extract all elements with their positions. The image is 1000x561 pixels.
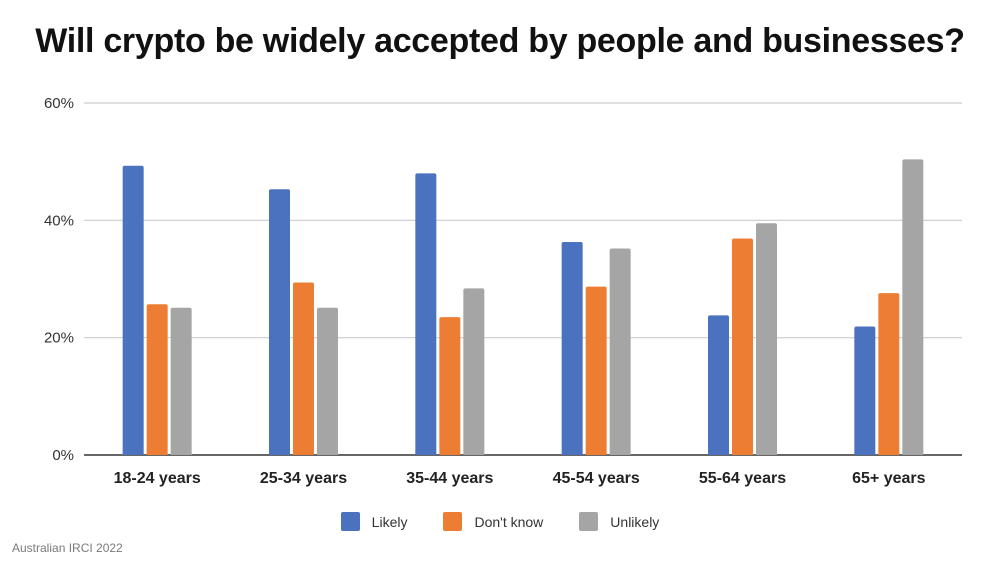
legend-label: Likely (371, 513, 408, 530)
bar-unlikely-1 (317, 307, 338, 455)
bar-unlikely-3 (609, 248, 631, 455)
x-tick-label: 25-34 years (260, 470, 347, 487)
bar-likely-4 (708, 315, 729, 455)
source-note: Australian IRCI 2022 (12, 541, 123, 555)
bar-likely-1 (269, 189, 290, 456)
legend: Likely Don't know Unlikely (0, 512, 1000, 531)
legend-swatch (340, 512, 360, 531)
legend-swatch (443, 512, 463, 531)
y-tick-label: 20% (44, 330, 74, 347)
bar-don-t-know-3 (585, 286, 607, 455)
y-tick-label: 40% (44, 212, 74, 229)
x-tick-label: 45-54 years (553, 470, 640, 487)
x-axis-tick-labels: 18-24 years 25-34 years 35-44 years 45-54 y… (114, 470, 926, 487)
bar-don-t-know-2 (439, 317, 461, 455)
bar-likely-0 (122, 165, 144, 456)
legend-item: Likely (340, 512, 408, 531)
legend-swatch (579, 512, 599, 531)
bar-likely-5 (854, 326, 876, 455)
legend-item: Don't know (443, 512, 543, 531)
bar-don-t-know-5 (878, 293, 900, 455)
x-tick-label: 18-24 years (114, 470, 201, 487)
legend-label: Unlikely (610, 513, 660, 530)
bars (122, 159, 924, 456)
bar-unlikely-2 (463, 288, 485, 455)
x-tick-label: 35-44 years (406, 470, 493, 487)
bar-unlikely-4 (756, 223, 777, 455)
legend-item: Unlikely (579, 512, 659, 531)
bar-unlikely-0 (170, 307, 192, 455)
bar-unlikely-5 (902, 159, 924, 455)
x-tick-label: 55-64 years (699, 470, 786, 487)
gridlines (84, 102, 962, 456)
bar-don-t-know-4 (732, 238, 753, 455)
legend-label: Don't know (474, 513, 544, 530)
bar-don-t-know-1 (293, 282, 314, 455)
chart-title: Will crypto be widely accepted by people… (35, 22, 965, 60)
y-tick-label: 0% (52, 447, 74, 464)
y-axis-tick-labels: 0% 20% 40% 60% (44, 95, 74, 464)
bar-don-t-know-0 (146, 304, 168, 455)
bar-likely-2 (415, 173, 437, 455)
y-tick-label: 60% (44, 95, 74, 112)
x-tick-label: 65+ years (852, 470, 926, 487)
bar-likely-3 (561, 242, 583, 455)
